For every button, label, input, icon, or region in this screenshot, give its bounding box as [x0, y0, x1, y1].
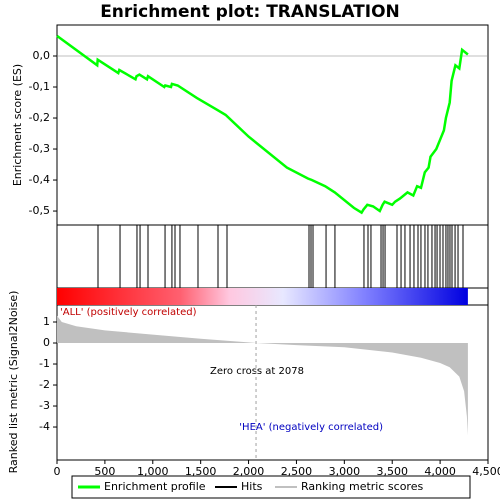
- x-tick-label: 1,500: [185, 465, 217, 478]
- y-tick-label: -0,5: [29, 204, 50, 217]
- y-tick-label: 0,0: [33, 49, 51, 62]
- x-tick-label: 4,000: [424, 465, 456, 478]
- y-tick-label: -0,2: [29, 111, 50, 124]
- y-tick-label: 1: [43, 315, 50, 328]
- x-tick-label: 0: [54, 465, 61, 478]
- y-axis-label: Ranked list metric (Signal2Noise): [7, 291, 20, 474]
- x-tick-label: 4,500: [472, 465, 500, 478]
- color-bar: [57, 288, 468, 305]
- x-tick-label: 500: [94, 465, 115, 478]
- y-tick-label: -4: [39, 420, 50, 433]
- annotation: Zero cross at 2078: [210, 366, 304, 377]
- y-tick-label: -1: [39, 357, 50, 370]
- y-tick-label: -0,1: [29, 80, 50, 93]
- annotation: 'ALL' (positively correlated): [60, 307, 197, 318]
- legend-label: Enrichment profile: [104, 480, 206, 493]
- y-tick-label: -0,3: [29, 142, 50, 155]
- metric-area: [57, 315, 468, 436]
- annotation: 'HEA' (negatively correlated): [239, 422, 383, 433]
- y-tick-label: -2: [39, 378, 50, 391]
- x-tick-label: 2,500: [281, 465, 313, 478]
- x-tick-label: 3,000: [329, 465, 361, 478]
- x-tick-label: 1,000: [137, 465, 169, 478]
- frame: [56, 24, 489, 461]
- chart-title: Enrichment plot: TRANSLATION: [100, 2, 400, 22]
- x-tick-label: 2,000: [233, 465, 265, 478]
- y-tick-label: -0,4: [29, 173, 50, 186]
- legend: [71, 475, 471, 499]
- enrichment-line: [56, 34, 469, 215]
- y-tick-label: 0: [43, 336, 50, 349]
- y-axis-label: Enrichment score (ES): [11, 64, 24, 186]
- legend-label: Ranking metric scores: [301, 480, 423, 493]
- legend-label: Hits: [241, 480, 263, 493]
- y-tick-label: -3: [39, 399, 50, 412]
- x-tick-label: 3,500: [376, 465, 408, 478]
